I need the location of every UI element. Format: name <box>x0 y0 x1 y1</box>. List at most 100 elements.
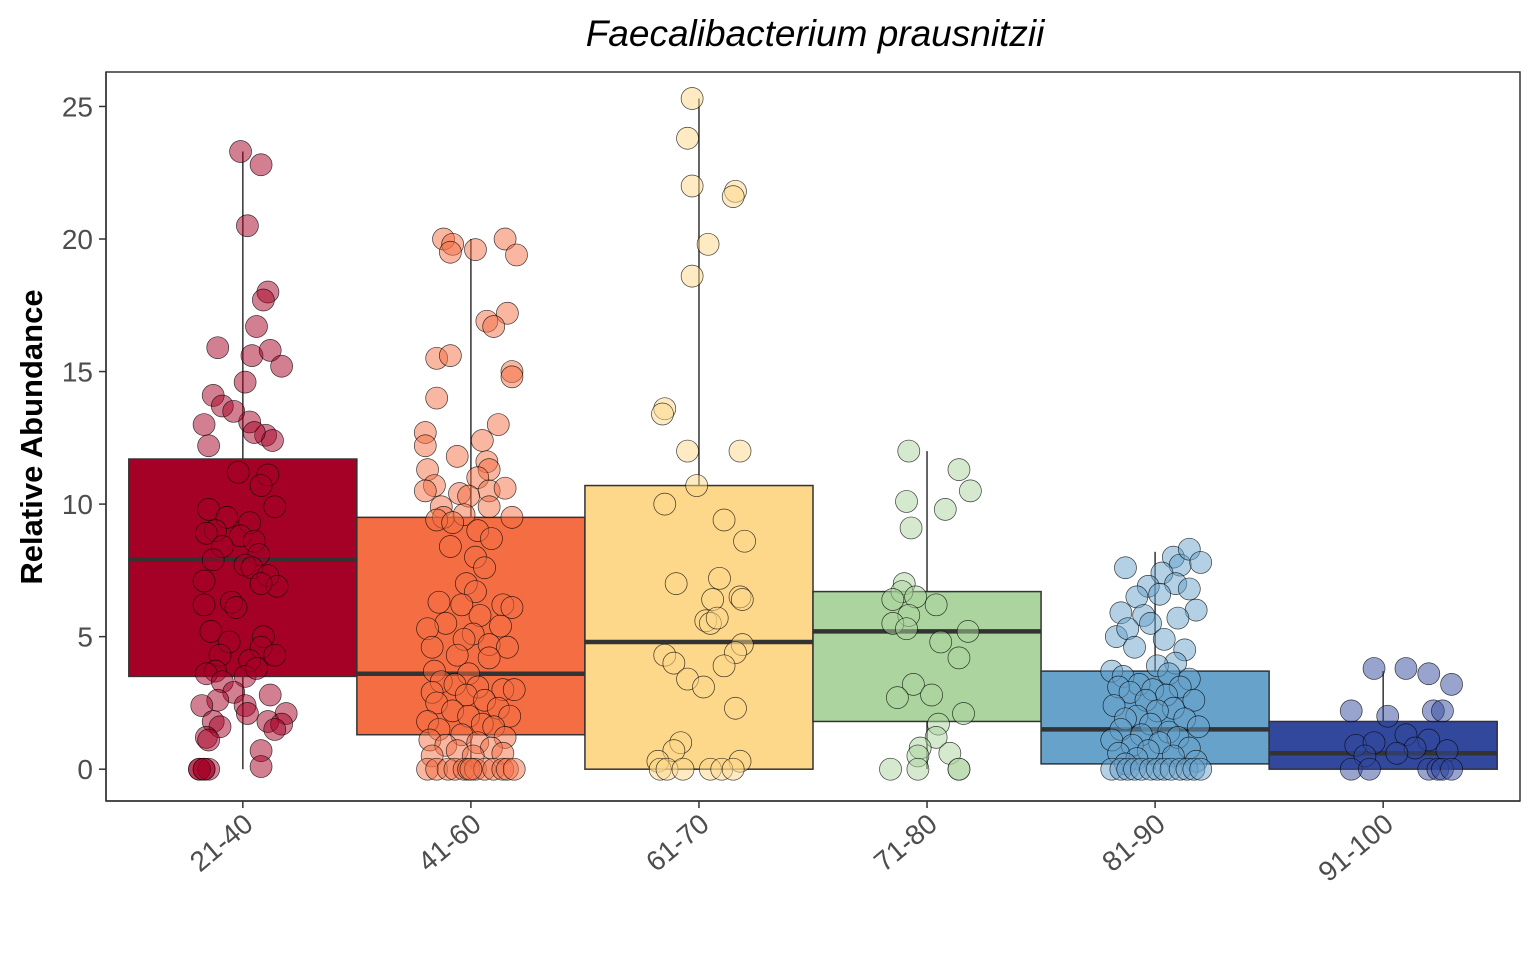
points-layer <box>188 87 1463 781</box>
data-point <box>680 174 704 198</box>
data-point <box>653 492 677 516</box>
data-point <box>680 264 704 288</box>
data-point <box>420 635 444 659</box>
x-tick-label: 81-90 <box>1096 808 1171 878</box>
points-61-70 <box>646 87 756 781</box>
data-point <box>933 498 957 521</box>
data-point <box>201 548 225 572</box>
data-point <box>242 421 266 444</box>
data-point <box>728 439 752 463</box>
data-point <box>886 686 909 709</box>
data-point <box>1139 612 1162 635</box>
data-point <box>445 643 469 667</box>
chart-title: Faecalibacterium prausnitzii <box>586 13 1046 54</box>
data-point <box>249 474 273 497</box>
data-point <box>233 370 257 394</box>
data-point <box>450 593 474 617</box>
data-point <box>249 153 273 177</box>
data-point <box>502 757 526 781</box>
x-axis: 21-40 41-60 61-70 71-80 81-90 91-100 <box>106 800 1520 888</box>
data-point <box>1187 715 1210 739</box>
data-point <box>897 439 921 463</box>
data-point <box>459 757 483 781</box>
data-point <box>676 126 699 150</box>
data-point <box>224 596 248 619</box>
data-point <box>947 757 971 781</box>
data-point <box>671 757 695 781</box>
x-tick-label: 91-100 <box>1312 808 1399 888</box>
box-61-70 <box>584 98 814 770</box>
data-point <box>906 757 930 781</box>
data-point <box>1177 577 1201 601</box>
data-point <box>226 460 250 484</box>
data-point <box>1358 757 1381 781</box>
data-point <box>1189 757 1213 781</box>
data-point <box>1394 657 1418 680</box>
data-point <box>500 506 524 529</box>
data-point <box>500 365 524 389</box>
data-point <box>199 619 223 643</box>
data-point <box>1431 699 1454 723</box>
y-axis: 0 5 10 15 20 25 <box>62 72 107 801</box>
data-point <box>473 556 496 580</box>
data-point <box>192 569 216 593</box>
data-point <box>1440 673 1463 696</box>
data-point <box>1376 704 1400 728</box>
data-point <box>236 702 259 725</box>
data-point <box>464 238 487 261</box>
data-point <box>1148 582 1172 606</box>
data-point <box>676 439 699 463</box>
y-tick-label: 5 <box>77 622 93 653</box>
data-point <box>901 673 925 696</box>
data-point <box>505 243 528 267</box>
points-91-100 <box>1339 657 1463 781</box>
data-point <box>712 654 736 678</box>
data-point <box>730 588 754 611</box>
x-tick-label: 21-40 <box>184 808 259 878</box>
x-tick-label: 61-70 <box>640 808 715 878</box>
data-point <box>493 476 517 500</box>
data-point <box>733 529 756 553</box>
data-point <box>270 354 293 378</box>
data-point <box>427 590 451 614</box>
data-point <box>724 696 747 720</box>
data-point <box>895 617 918 641</box>
data-point <box>439 344 462 367</box>
data-point <box>881 588 905 611</box>
data-point <box>413 434 437 458</box>
data-point <box>924 726 948 749</box>
data-point <box>480 527 503 550</box>
data-point <box>1114 556 1137 580</box>
data-point <box>496 635 519 659</box>
data-point <box>712 508 736 532</box>
data-point <box>1440 757 1463 781</box>
data-point <box>1152 627 1176 651</box>
data-point <box>1417 662 1441 686</box>
data-point <box>482 315 506 338</box>
data-point <box>899 516 923 540</box>
data-point <box>470 429 494 452</box>
data-point <box>879 757 902 781</box>
y-tick-label: 25 <box>62 91 93 122</box>
data-point <box>445 445 469 468</box>
y-tick-label: 15 <box>62 357 93 388</box>
data-point <box>502 678 526 702</box>
x-tick-label: 71-80 <box>868 808 943 878</box>
data-point <box>500 596 524 619</box>
data-point <box>489 614 512 638</box>
data-point <box>1182 688 1206 712</box>
data-point <box>685 474 709 497</box>
points-21-40 <box>188 140 298 781</box>
data-point <box>263 643 287 667</box>
data-point <box>708 566 731 590</box>
data-point <box>245 657 268 680</box>
data-point <box>664 572 688 595</box>
data-point <box>705 606 729 630</box>
y-tick-label: 0 <box>77 754 93 785</box>
data-point <box>206 336 230 360</box>
data-point <box>258 683 282 707</box>
data-point <box>477 495 501 519</box>
data-point <box>1362 657 1386 680</box>
data-point <box>425 386 449 410</box>
data-point <box>947 646 971 670</box>
